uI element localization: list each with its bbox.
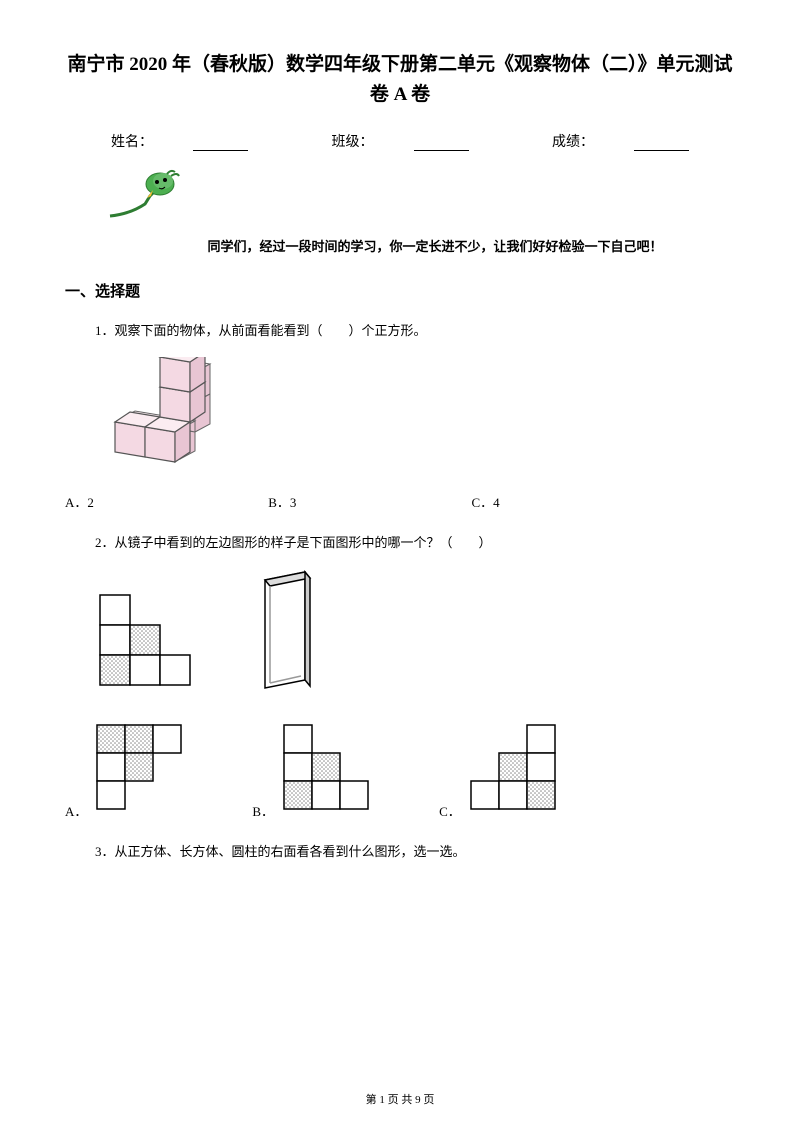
q3-text: 3．从正方体、长方体、圆柱的右面看各看到什么图形，选一选。 [95,840,735,863]
q2-text: 2．从镜子中看到的左边图形的样子是下面图形中的哪一个？（ ） [95,531,735,554]
class-field: 班级： [312,135,489,150]
q2-opt-b-figure [279,720,379,820]
q1-text: 1．观察下面的物体，从前面看能看到（ ）个正方形。 [95,319,735,342]
q2-opt-a-label: A． [65,801,87,820]
q1-options: A．2 B．3 C．4 [65,492,735,511]
q2-options: A． B． [65,720,735,820]
q1-opt-c: C．4 [472,492,500,511]
section-title: 一、选择题 [65,280,735,301]
info-row: 姓名： 班级： 成绩： [65,131,735,151]
greeting-text: 同学们，经过一段时间的学习，你一定长进不少，让我们好好检验一下自己吧！ [135,236,735,255]
q2-opt-a-figure [92,720,192,820]
q2-opt-c-figure [466,720,566,820]
page-footer: 第 1 页 共 9 页 [0,1091,800,1107]
q1-opt-b: B．3 [268,492,468,511]
q2-figure [95,570,735,700]
page-title: 南宁市 2020 年（春秋版）数学四年级下册第二单元《观察物体（二）》单元测试卷… [65,50,735,111]
q1-opt-a: A．2 [65,492,265,511]
score-field: 成绩： [532,135,709,150]
q1-figure [95,357,735,477]
name-field: 姓名： [91,135,268,150]
pencil-illustration [105,166,735,226]
q2-opt-b-label: B． [252,801,274,820]
q2-opt-c-label: C． [439,801,461,820]
